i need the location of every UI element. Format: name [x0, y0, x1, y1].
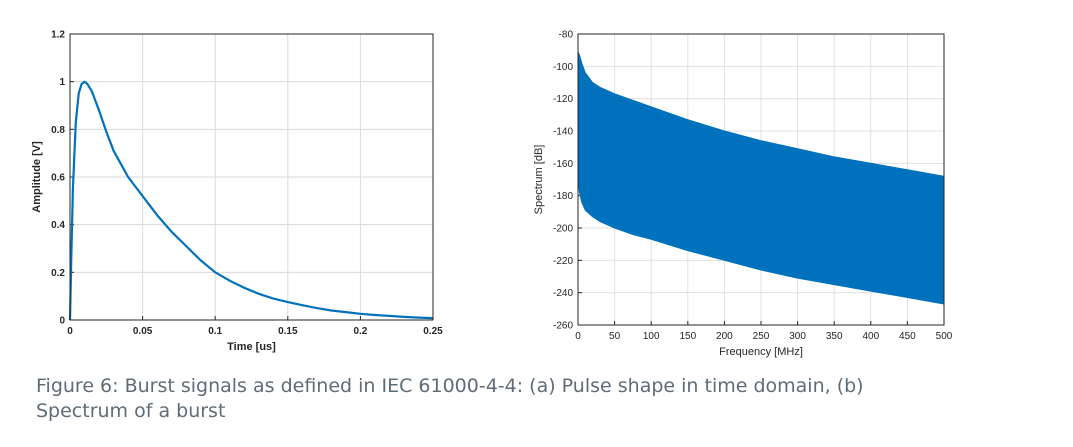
y-tick-label: -260 — [553, 321, 573, 332]
caption-line-1: Figure 6: Burst signals as defined in IE… — [36, 375, 864, 397]
y-tick-label: -120 — [553, 94, 573, 105]
x-tick-label: 50 — [609, 331, 621, 342]
series-line — [68, 80, 434, 321]
x-axis-label: Time [us] — [227, 341, 276, 353]
x-tick-label: 150 — [679, 331, 696, 342]
y-tick-label: -80 — [559, 30, 574, 41]
x-tick-label: 0.2 — [353, 326, 367, 337]
y-tick-label: -140 — [553, 127, 573, 138]
x-tick-label: 0.1 — [208, 326, 222, 337]
x-tick-label: 0 — [575, 331, 581, 342]
y-tick-label: 0 — [59, 316, 65, 327]
x-tick-label: 0.15 — [278, 326, 298, 337]
x-tick-label: 450 — [899, 331, 916, 342]
y-axis-label: Spectrum [dB] — [533, 145, 545, 215]
x-tick-label: 500 — [936, 331, 953, 342]
x-tick-label: 200 — [716, 331, 733, 342]
y-tick-label: 0.6 — [51, 173, 65, 184]
y-tick-label: -100 — [553, 62, 573, 73]
spectrum-chart: 0 50 100 150 200 250 300 350 400 450 500 -80 -100 -12… — [533, 30, 953, 359]
y-tick-label: 1 — [59, 77, 65, 88]
x-tick-label: 350 — [826, 331, 843, 342]
y-tick-label: -240 — [553, 288, 573, 299]
x-tick-label: 0 — [67, 326, 73, 337]
x-tick-label: 300 — [789, 331, 806, 342]
y-tick-label: -220 — [553, 256, 573, 267]
axes-box — [69, 33, 434, 321]
x-tick-label: 0.25 — [423, 326, 443, 337]
y-tick-label: 1.2 — [51, 30, 65, 41]
y-tick-label: -200 — [553, 224, 573, 235]
axes-box — [577, 33, 945, 326]
y-tick-label: 0.2 — [51, 268, 65, 279]
pulse-chart: 0 0.05 0.1 0.15 0.2 0.25 0 0.2 0.4 0.6 0.8 1 1.2 Time… — [31, 30, 443, 354]
x-tick-label: 400 — [862, 331, 879, 342]
y-axis-label: Amplitude [V] — [31, 141, 43, 213]
x-axis-label: Frequency [MHz] — [719, 346, 803, 358]
y-tick-label: -160 — [553, 159, 573, 170]
x-tick-label: 250 — [753, 331, 770, 342]
x-tick-label: 0.05 — [133, 326, 153, 337]
y-tick-label: -180 — [553, 191, 573, 202]
y-tick-label: 0.8 — [51, 125, 65, 136]
figure-caption: Figure 6: Burst signals as defined in IE… — [36, 374, 1056, 424]
caption-line-2: Spectrum of a burst — [36, 400, 226, 422]
y-tick-label: 0.4 — [51, 220, 65, 231]
x-tick-label: 100 — [643, 331, 660, 342]
